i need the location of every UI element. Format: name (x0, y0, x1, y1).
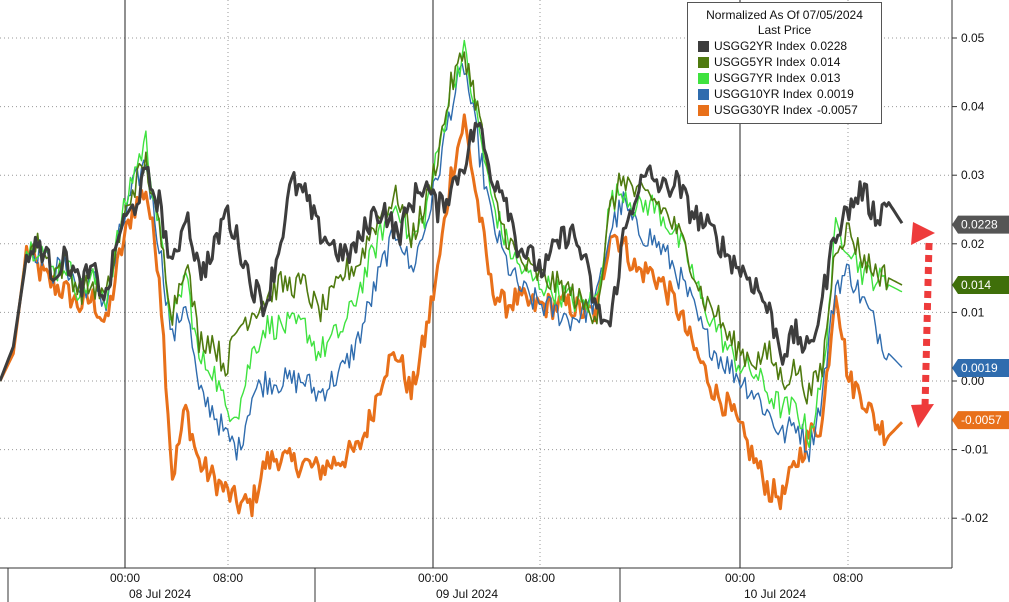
legend-value-7yr: 0.013 (810, 71, 841, 85)
last-value-badges: 0.0228 0.014 0.0019 -0.0057 (952, 215, 1009, 430)
legend-swatch-5yr (698, 57, 709, 68)
x-date-label: 09 Jul 2024 (436, 587, 498, 601)
y-tick-label: -0.01 (961, 443, 989, 457)
badge-bg (952, 358, 1009, 377)
badge-label: 0.0228 (961, 218, 998, 232)
legend-item-10yr: USGG10YR Index 0.0019 (688, 86, 881, 102)
legend-label-7yr: USGG7YR Index (714, 71, 806, 85)
x-time-label: 08:00 (525, 571, 555, 585)
legend-item-2yr: USGG2YR Index 0.0228 (688, 38, 881, 54)
series-line-usgg5yr (0, 51, 903, 405)
arrow-head-top (911, 222, 935, 245)
badge-usgg30yr: -0.0057 (952, 411, 1009, 430)
x-date-label: 10 Jul 2024 (744, 587, 806, 601)
x-date-label: 08 Jul 2024 (129, 587, 191, 601)
badge-label: 0.0019 (961, 361, 998, 375)
x-time-label: 00:00 (110, 571, 140, 585)
badge-label: 0.014 (961, 278, 991, 292)
badge-bg (952, 215, 1009, 234)
legend-label-30yr: USGG30YR Index (714, 103, 813, 117)
series-lines (0, 39, 904, 518)
y-tick-label: -0.02 (961, 511, 989, 525)
badge-label: -0.0057 (961, 413, 1002, 427)
legend-value-2yr: 0.0228 (810, 39, 848, 53)
y-tick-label: 0.00 (961, 374, 985, 388)
badge-usgg2yr: 0.0228 (952, 215, 1009, 234)
legend-item-30yr: USGG30YR Index -0.0057 (688, 102, 881, 118)
y-tick-label: 0.03 (961, 168, 985, 182)
y-tick-label: 0.01 (961, 305, 985, 319)
badge-usgg10yr: 0.0019 (952, 358, 1009, 377)
legend-label-5yr: USGG5YR Index (714, 55, 806, 69)
legend-title: Normalized As Of 07/05/2024 (706, 8, 863, 22)
legend-swatch-2yr (698, 41, 709, 52)
legend-value-30yr: -0.0057 (817, 103, 858, 117)
legend-subtitle: Last Price (757, 23, 812, 37)
series-line-usgg10yr (0, 62, 903, 463)
legend-swatch-7yr (698, 73, 709, 84)
legend-swatch-30yr (698, 105, 709, 116)
arrow-head-bottom (911, 404, 934, 428)
legend-item-7yr: USGG7YR Index 0.013 (688, 70, 881, 86)
badge-usgg5yr: 0.014 (952, 275, 1009, 294)
legend-label-10yr: USGG10YR Index (714, 87, 813, 101)
arrow-shaft (921, 242, 933, 409)
series-line-usgg2yr (0, 121, 904, 382)
y-tick-label: 0.02 (961, 237, 985, 251)
badge-bg (952, 411, 1009, 430)
x-time-label: 08:00 (833, 571, 863, 585)
x-time-label: 08:00 (213, 571, 243, 585)
y-tick-label: 0.04 (961, 100, 985, 114)
red-dotted-double-arrow (911, 222, 935, 428)
y-tick-label: 0.05 (961, 31, 985, 45)
x-time-label: 00:00 (725, 571, 755, 585)
legend-label-2yr: USGG2YR Index (714, 39, 806, 53)
legend-item-5yr: USGG5YR Index 0.014 (688, 54, 881, 70)
legend-value-10yr: 0.0019 (817, 87, 854, 101)
legend-value-5yr: 0.014 (810, 55, 841, 69)
series-line-usgg30yr (0, 113, 904, 518)
legend-swatch-10yr (698, 89, 709, 100)
x-time-label: 00:00 (418, 571, 448, 585)
chart-legend: Normalized As Of 07/05/2024 Last Price U… (687, 2, 882, 124)
badge-bg (952, 275, 1009, 294)
